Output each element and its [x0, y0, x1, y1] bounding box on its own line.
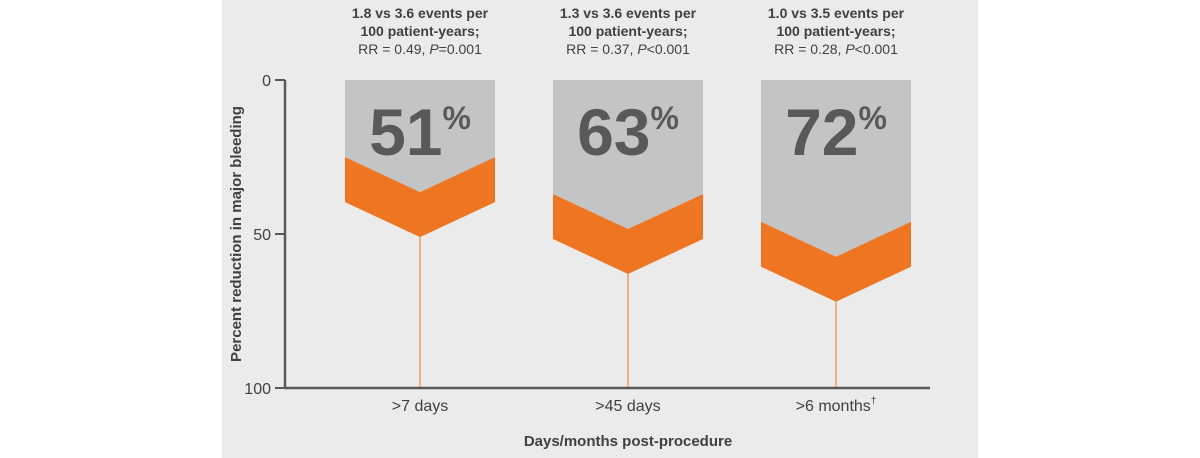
bar-body [345, 80, 495, 193]
annotation-rr: RR = 0.37, [566, 41, 637, 57]
annotation-events: 1.8 vs 3.6 events per [352, 5, 489, 21]
value-percent-sign: % [650, 100, 678, 136]
y-tick-label: 50 [253, 227, 271, 244]
annotation-stats: RR = 0.49, P=0.001 [358, 41, 482, 57]
annotation-p-symbol: P [429, 41, 439, 57]
y-tick-label: 100 [244, 381, 271, 398]
value-number: 63 [577, 95, 650, 169]
annotation-events: 1.0 vs 3.5 events per [768, 5, 905, 21]
value-number: 51 [369, 95, 442, 169]
value-percent-sign: % [858, 100, 886, 136]
category-label: >6 months† [796, 396, 877, 415]
category-name: >6 months [796, 398, 871, 415]
annotation-p-value: <0.001 [855, 41, 898, 57]
annotation-rr: RR = 0.28, [774, 41, 845, 57]
bar-chevron [553, 194, 703, 275]
value-label: 63% [577, 95, 679, 169]
annotation-rr: RR = 0.49, [358, 41, 429, 57]
category-name: >45 days [595, 398, 660, 415]
bar-chevron [345, 157, 495, 238]
value-percent-sign: % [442, 100, 470, 136]
category-label: >45 days [595, 398, 660, 415]
bar-body [761, 80, 911, 257]
annotation-stats: RR = 0.37, P<0.001 [566, 41, 690, 57]
value-number: 72 [785, 95, 858, 169]
value-label: 51% [369, 95, 471, 169]
value-label: 72% [785, 95, 887, 169]
category-name: >7 days [392, 398, 448, 415]
annotation-patient-years: 100 patient-years; [360, 23, 479, 39]
annotation-events: 1.3 vs 3.6 events per [560, 5, 697, 21]
bar-chevron [761, 221, 911, 302]
annotation-stats: RR = 0.28, P<0.001 [774, 41, 898, 57]
annotation-p-symbol: P [845, 41, 855, 57]
annotation-p-symbol: P [637, 41, 647, 57]
category-label: >7 days [392, 398, 448, 415]
category-footnote-mark: † [871, 396, 877, 407]
x-axis-title: Days/months post-procedure [524, 433, 732, 450]
annotation-patient-years: 100 patient-years; [568, 23, 687, 39]
bar-body [553, 80, 703, 230]
annotation-p-value: =0.001 [439, 41, 482, 57]
y-axis-title: Percent reduction in major bleeding [228, 106, 245, 362]
annotation-p-value: <0.001 [647, 41, 690, 57]
chart-panel: 51% 1.8 vs 3.6 events per 100 patient-year… [222, 0, 978, 458]
major-bleeding-reduction-chart: 51% 1.8 vs 3.6 events per 100 patient-year… [228, 5, 930, 450]
y-tick-label: 0 [262, 73, 271, 90]
annotation-patient-years: 100 patient-years; [776, 23, 895, 39]
